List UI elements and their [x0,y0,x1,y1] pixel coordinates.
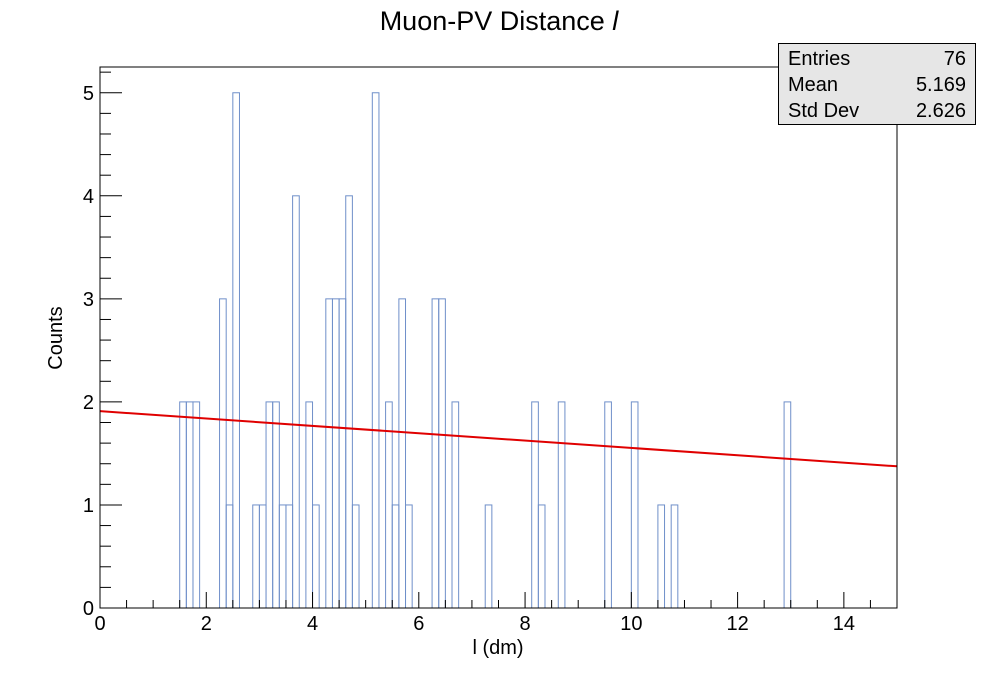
x-axis-label: l (dm) [472,637,523,659]
y-tick-label: 0 [83,598,94,620]
x-tick-label: 14 [833,613,855,635]
histogram-bin [604,401,612,609]
histogram-bin [272,401,280,609]
x-tick-label: 8 [520,613,531,635]
histogram-bin [484,504,493,609]
stats-box: Entries 76 Mean 5.169 Std Dev 2.626 [778,43,976,125]
x-tick-label: 10 [620,613,642,635]
histogram-bin [312,504,320,609]
x-tick-label: 6 [413,613,424,635]
histogram-bin [630,401,639,609]
histogram-bin [265,401,274,609]
stats-key: Mean [788,74,839,96]
histogram-bin [185,401,194,609]
histogram-bin [385,401,393,609]
stats-key: Entries [788,48,851,70]
histogram-bin [258,504,267,609]
stats-value: 5.169 [915,74,966,96]
y-tick-label: 5 [83,83,94,105]
histogram-bin [345,195,353,609]
histogram-bin [537,504,546,609]
stats-row-mean: Mean 5.169 [788,72,966,98]
y-tick-label: 4 [83,186,94,208]
histogram-bin [451,401,460,609]
histogram-bin [438,298,446,609]
histogram-bin [325,298,333,609]
histogram-bin [351,504,360,609]
y-tick-label: 3 [83,289,94,311]
histogram-bin [338,298,347,609]
histogram-bin [225,504,234,609]
histogram-bin [657,504,666,609]
histogram-bin [398,298,407,609]
histogram-bin [292,195,300,609]
histogram-bin [252,504,260,609]
histogram-bin [232,92,240,609]
y-tick-label: 1 [83,495,94,517]
chart-title: Muon-PV Distance l [0,6,998,37]
histogram-bin [557,401,566,609]
x-tick-label: 0 [94,613,105,635]
x-tick-label: 12 [726,613,748,635]
histogram-bin [391,504,400,609]
fit-line [99,410,898,468]
histogram-bin [783,401,792,609]
histogram-bin [670,504,679,609]
histogram-bin [371,92,380,609]
chart-title-text: Muon-PV Distance [379,6,613,36]
stats-row-entries: Entries 76 [788,46,966,72]
histogram-bin [179,401,187,609]
x-tick-label: 4 [307,613,318,635]
histogram-bin [278,504,287,609]
stats-value: 2.626 [915,100,966,122]
chart-title-italic: l [612,6,619,36]
axis-ticks [99,71,898,609]
histogram-bin [331,298,340,609]
stats-key: Std Dev [788,100,860,122]
histogram-bin [219,298,227,609]
histogram-bin [305,401,314,609]
x-tick-label: 2 [201,613,212,635]
y-axis-label: Counts [45,306,67,369]
fit-line-layer [99,410,898,468]
histogram-bin [192,401,201,609]
stats-value: 76 [943,48,966,70]
histogram-bin [531,401,539,609]
histogram-bin [285,504,294,609]
histogram-bin [431,298,440,609]
y-tick-label: 2 [83,392,94,414]
histogram-bin [405,504,413,609]
stats-row-stddev: Std Dev 2.626 [788,98,966,124]
histogram-bins [179,92,792,609]
